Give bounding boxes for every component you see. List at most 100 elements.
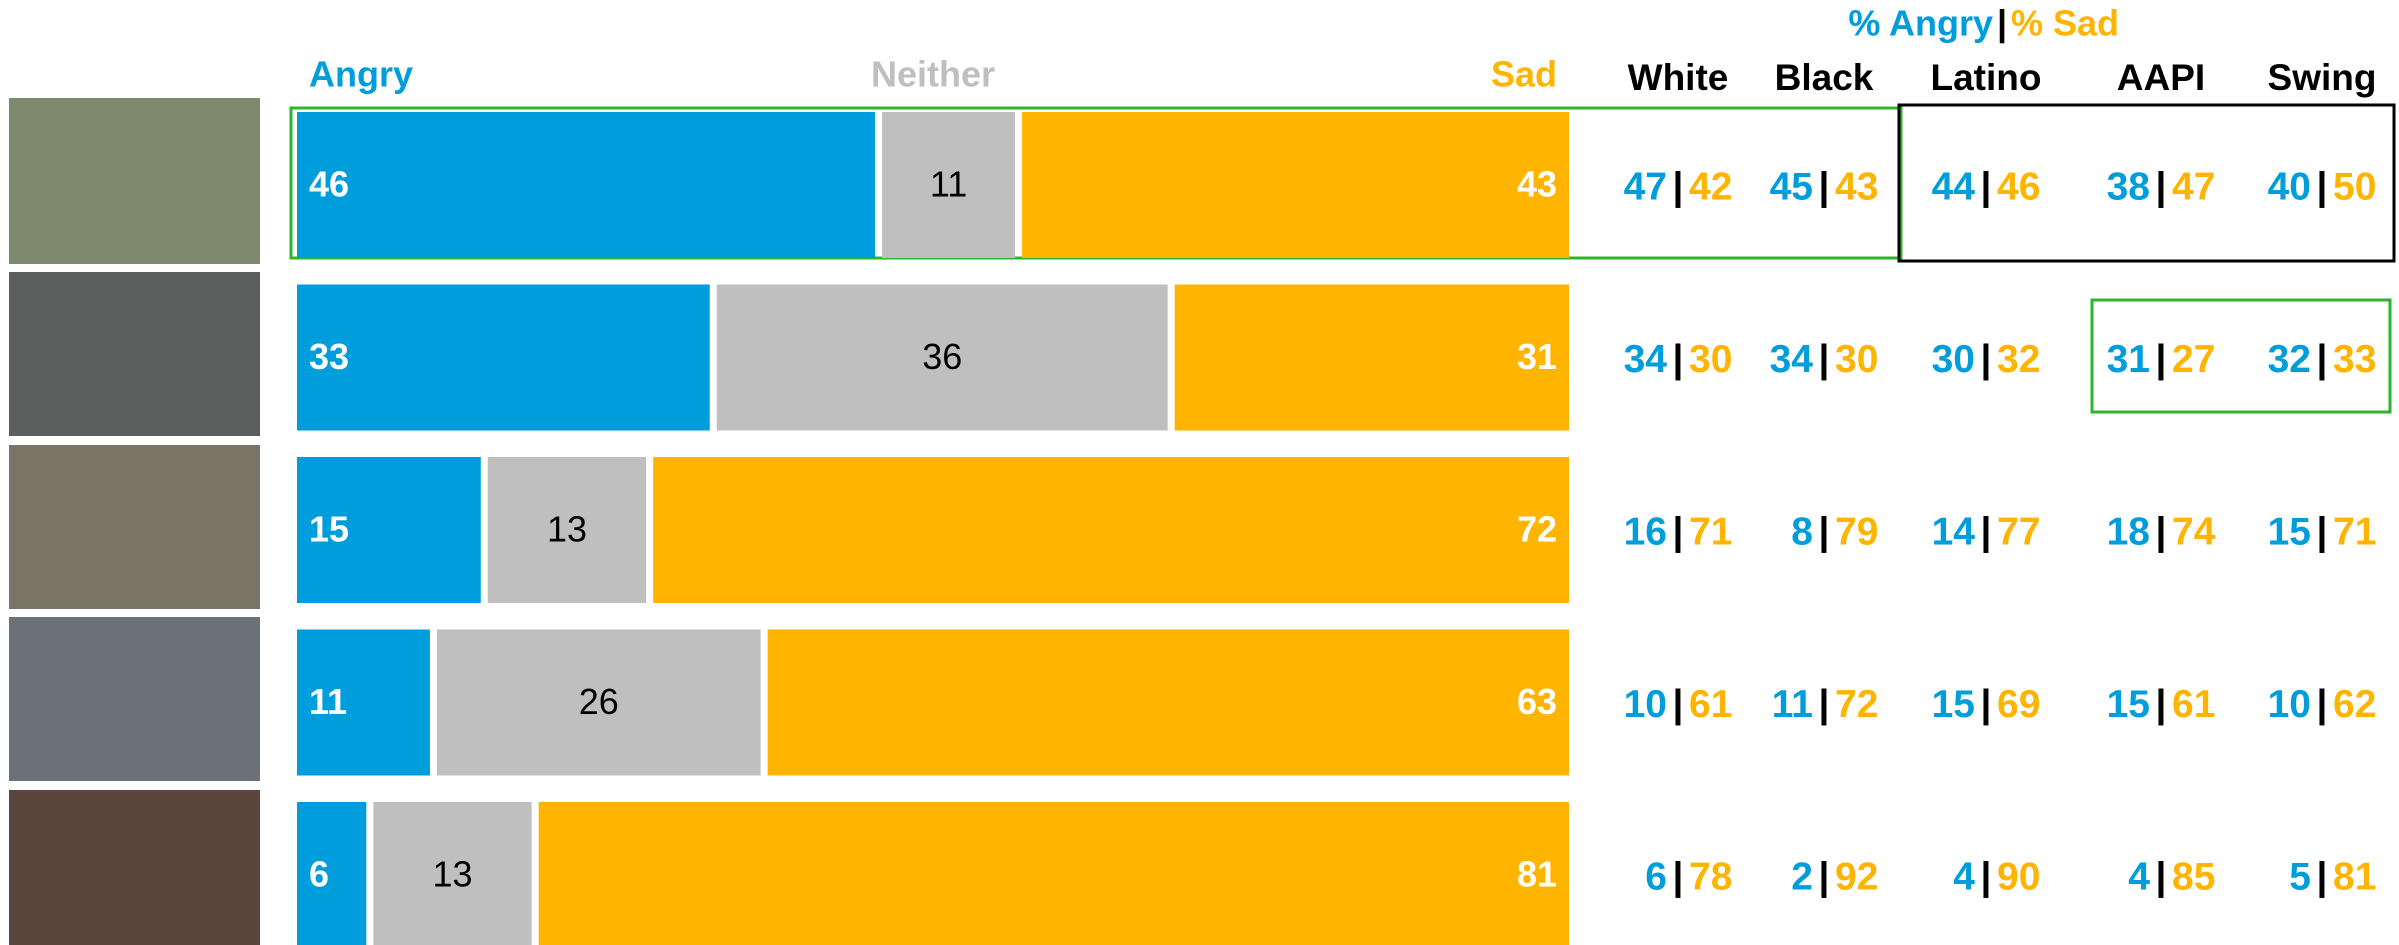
separator: | bbox=[1819, 683, 1830, 726]
sad-value: 69 bbox=[1997, 683, 2040, 726]
highlight-box bbox=[2090, 298, 2392, 414]
separator: | bbox=[1819, 165, 1830, 208]
separator: | bbox=[2317, 338, 2328, 381]
data-label: 36 bbox=[922, 336, 962, 377]
separator: | bbox=[2156, 165, 2167, 208]
angry-value: 18 bbox=[2107, 510, 2150, 553]
separator: | bbox=[2317, 510, 2328, 553]
angry-value: 2 bbox=[1791, 855, 1813, 898]
sad-value: 71 bbox=[2333, 510, 2376, 553]
bar-segment bbox=[882, 112, 1016, 258]
sad-value: 78 bbox=[1689, 855, 1732, 898]
photo bbox=[9, 790, 260, 945]
sad-value: 72 bbox=[1835, 683, 1878, 726]
separator: | bbox=[1981, 165, 1992, 208]
sad-value: 90 bbox=[1997, 855, 2040, 898]
angry-value: 34 bbox=[1770, 338, 1814, 381]
data-label: 11 bbox=[930, 164, 967, 205]
angry-value: 5 bbox=[2289, 855, 2311, 898]
angry-value: 45 bbox=[1770, 165, 1813, 208]
data-label: 6 bbox=[309, 854, 329, 895]
bar-segment bbox=[1022, 112, 1569, 258]
data-label: 26 bbox=[579, 681, 619, 722]
column-header: AAPI bbox=[2117, 57, 2205, 98]
angry-value: 31 bbox=[2107, 338, 2150, 381]
data-label: 46 bbox=[309, 164, 349, 205]
bar-segment bbox=[373, 802, 532, 945]
separator: | bbox=[1981, 510, 1992, 553]
bar-segment bbox=[653, 457, 1569, 603]
data-label: 81 bbox=[1517, 854, 1557, 895]
bar-segment bbox=[297, 112, 876, 258]
bar-segment bbox=[538, 802, 1570, 945]
legend-label: Sad bbox=[1491, 54, 1557, 95]
separator: | bbox=[1819, 855, 1830, 898]
sad-value: 61 bbox=[1689, 683, 1732, 726]
angry-value: 38 bbox=[2107, 165, 2150, 208]
angry-value: 47 bbox=[1624, 165, 1667, 208]
data-label: 15 bbox=[309, 509, 349, 550]
highlight-box bbox=[1897, 103, 2396, 263]
photo bbox=[9, 617, 260, 781]
separator: | bbox=[1981, 855, 1992, 898]
column-header: Latino bbox=[1931, 57, 2042, 98]
table-header: % Angry bbox=[1848, 3, 1993, 44]
sad-value: 47 bbox=[2172, 165, 2215, 208]
bar-segment bbox=[297, 629, 430, 776]
angry-value: 44 bbox=[1932, 165, 1976, 208]
table-header: | bbox=[1997, 3, 2007, 45]
sad-value: 77 bbox=[1997, 510, 2040, 553]
sad-value: 79 bbox=[1835, 510, 1878, 553]
data-label: 43 bbox=[1517, 164, 1557, 205]
bar-segment bbox=[297, 284, 710, 431]
separator: | bbox=[1673, 855, 1684, 898]
angry-value: 15 bbox=[2107, 683, 2150, 726]
separator: | bbox=[1673, 510, 1684, 553]
separator: | bbox=[1673, 165, 1684, 208]
column-header: White bbox=[1628, 57, 1729, 98]
sad-value: 33 bbox=[2333, 338, 2376, 381]
bar-segment bbox=[1174, 284, 1569, 431]
photo bbox=[9, 98, 260, 264]
data-label: 31 bbox=[1517, 336, 1557, 377]
bar-segment bbox=[767, 629, 1569, 776]
sad-value: 50 bbox=[2333, 165, 2376, 208]
sad-value: 85 bbox=[2172, 855, 2215, 898]
separator: | bbox=[2317, 683, 2328, 726]
angry-value: 8 bbox=[1791, 510, 1813, 553]
data-label: 13 bbox=[547, 509, 587, 550]
angry-value: 4 bbox=[1953, 855, 1975, 898]
data-label: 72 bbox=[1517, 509, 1557, 550]
separator: | bbox=[1819, 510, 1830, 553]
bar-segment bbox=[297, 802, 367, 945]
sad-value: 71 bbox=[1689, 510, 1732, 553]
sad-value: 61 bbox=[2172, 683, 2215, 726]
photos bbox=[9, 98, 260, 945]
separator: | bbox=[1673, 683, 1684, 726]
sad-value: 62 bbox=[2333, 683, 2376, 726]
angry-value: 4 bbox=[2128, 855, 2150, 898]
separator: | bbox=[1981, 683, 1992, 726]
sad-value: 27 bbox=[2172, 338, 2215, 381]
separator: | bbox=[2317, 165, 2328, 208]
angry-value: 6 bbox=[1645, 855, 1667, 898]
separator: | bbox=[2317, 855, 2328, 898]
separator: | bbox=[2156, 855, 2167, 898]
sad-value: 81 bbox=[2333, 855, 2376, 898]
separator: | bbox=[1673, 338, 1684, 381]
column-header: Swing bbox=[2268, 57, 2377, 98]
separator: | bbox=[2156, 338, 2167, 381]
angry-value: 16 bbox=[1624, 510, 1667, 553]
bar-segment bbox=[487, 457, 647, 603]
angry-value: 11 bbox=[1772, 683, 1813, 726]
table-header: % Sad bbox=[2011, 3, 2119, 44]
angry-value: 32 bbox=[2268, 338, 2311, 381]
data-label: 63 bbox=[1517, 681, 1557, 722]
sad-value: 46 bbox=[1997, 165, 2040, 208]
column-header: Black bbox=[1775, 57, 1874, 98]
bar-segment bbox=[716, 284, 1168, 431]
data-label: 11 bbox=[309, 681, 347, 722]
separator: | bbox=[1819, 338, 1830, 381]
bar-segment bbox=[297, 457, 481, 603]
